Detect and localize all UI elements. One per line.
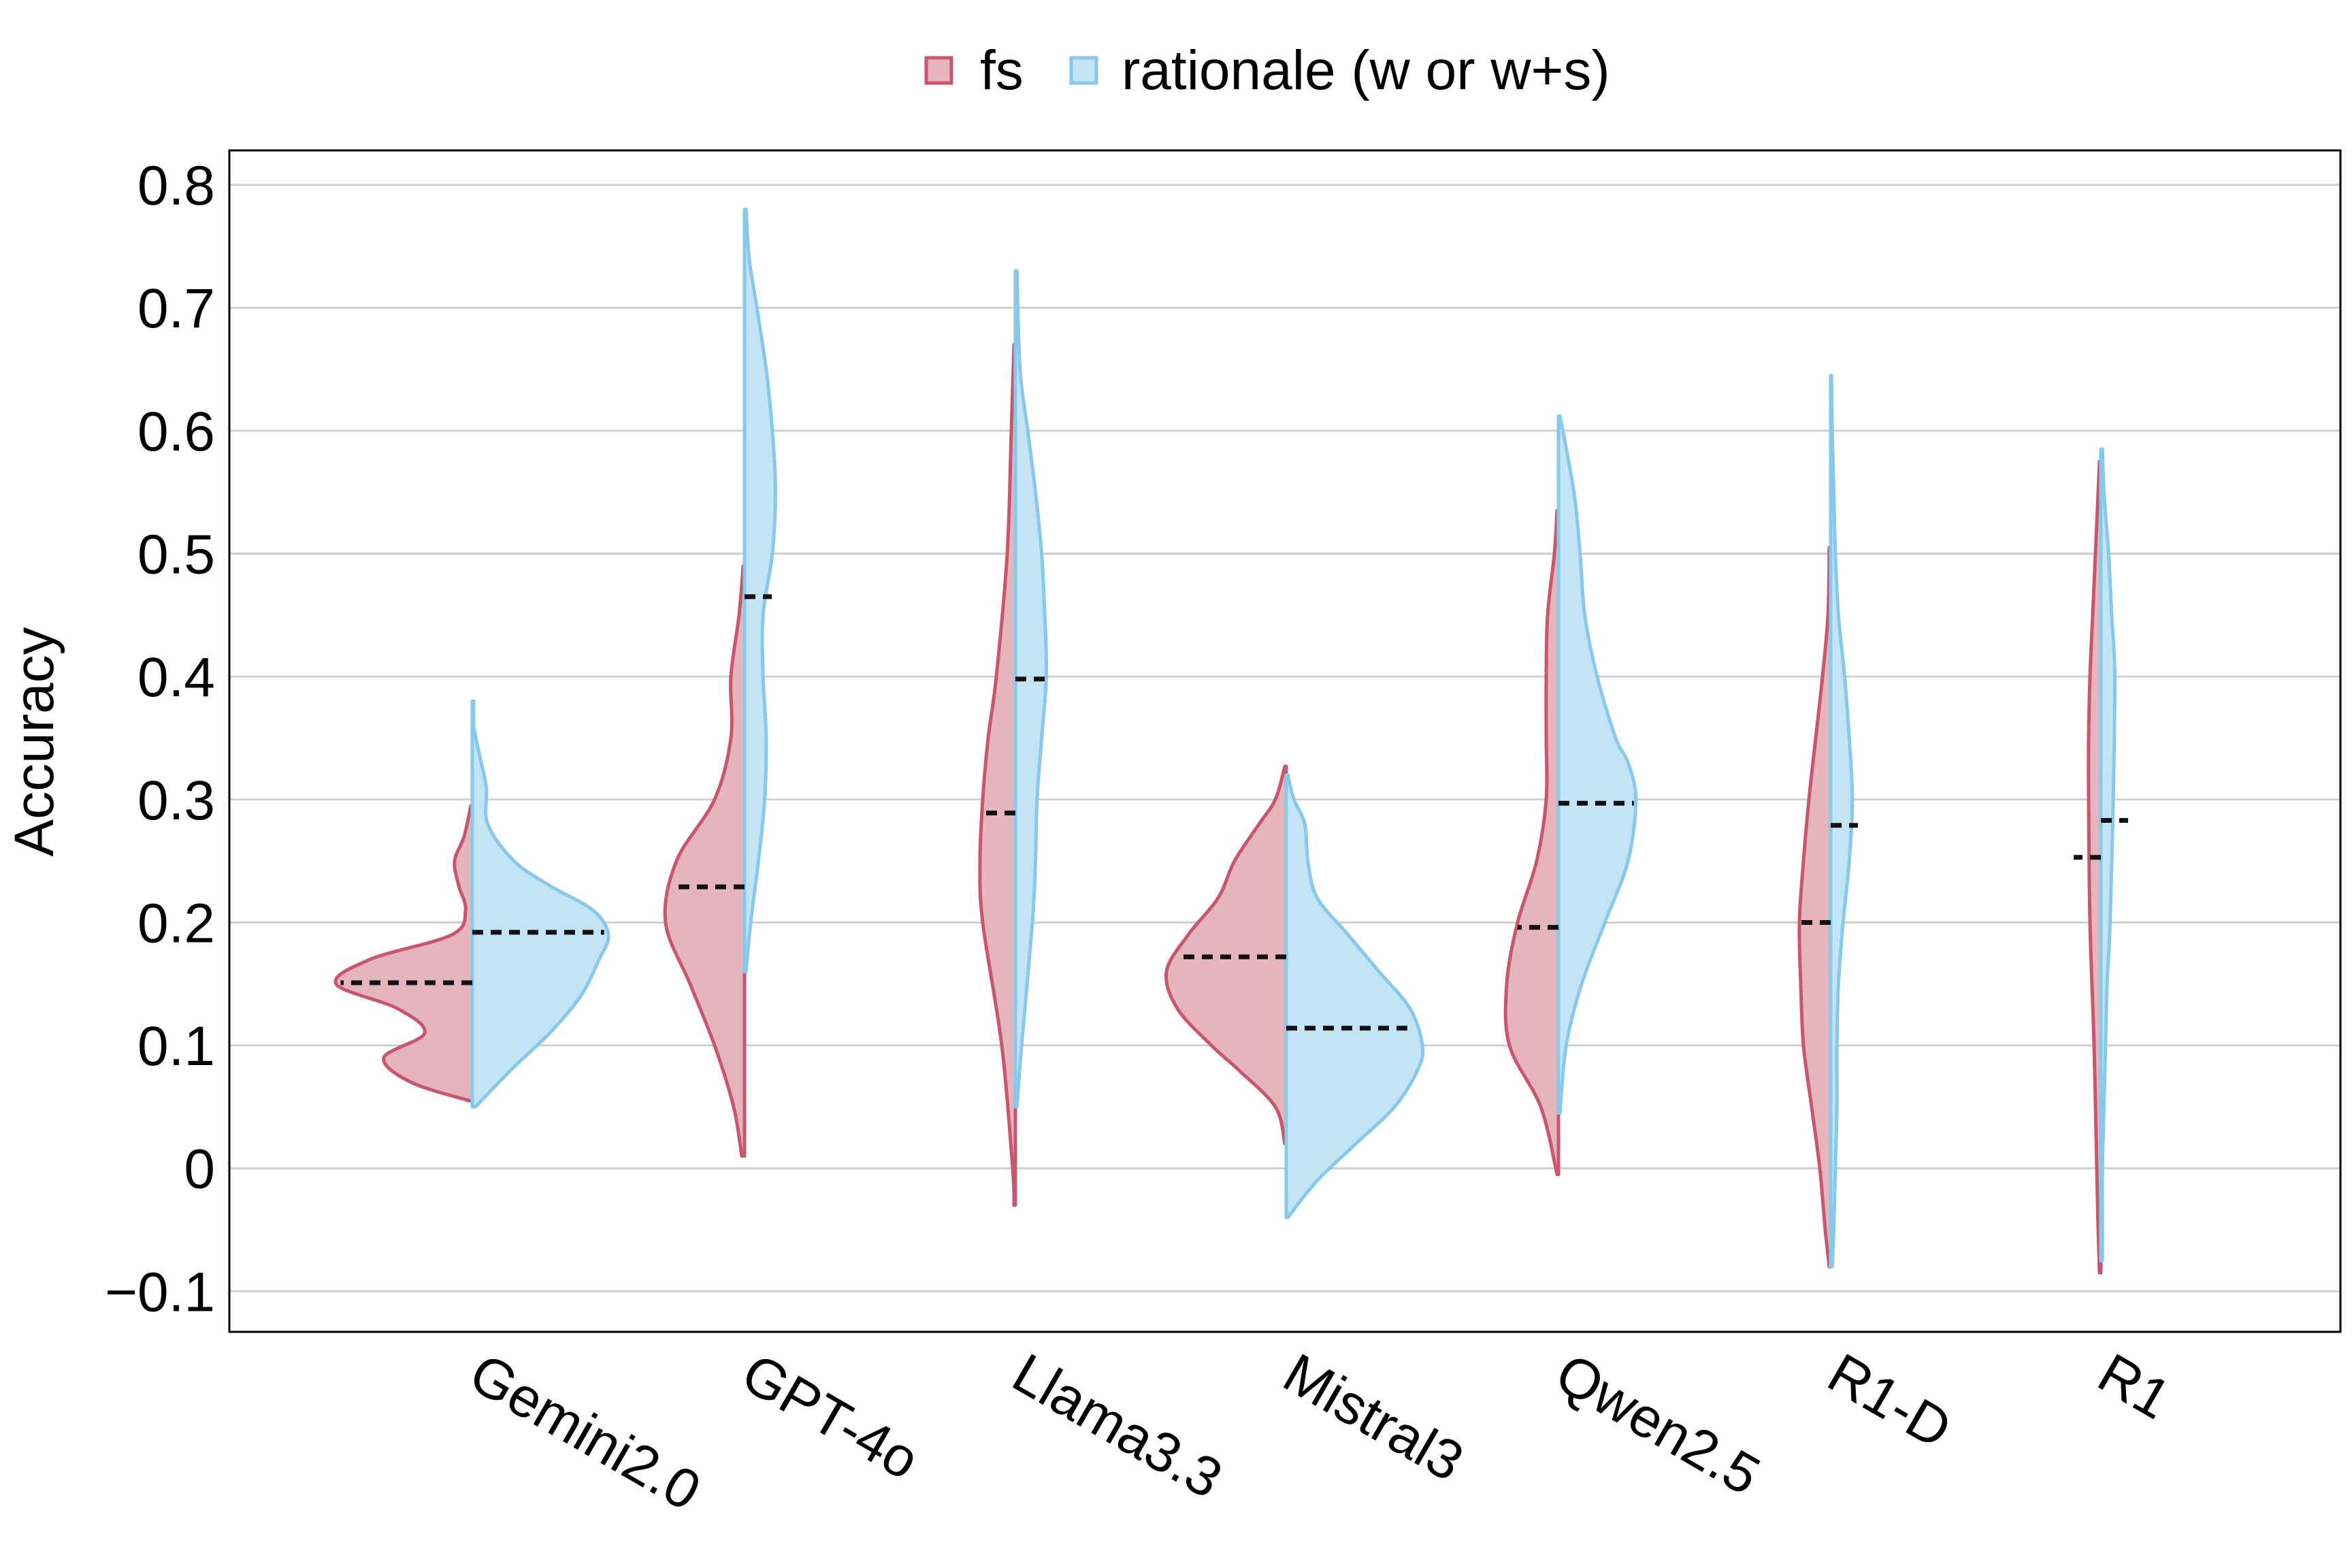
legend-swatch-fs — [924, 56, 953, 85]
violin-rationale-qwen2-5 — [1556, 414, 1638, 1115]
y-tick-labels: −0.1 0 0.1 0.2 0.3 0.4 0.5 0.6 0.7 0.8 — [105, 155, 215, 1324]
violin-fs-llama3-3 — [978, 342, 1017, 1207]
x-tick-label: Llama3.3 — [1002, 1342, 1232, 1510]
violins — [333, 208, 2117, 1275]
violin-fs-qwen2-5 — [1503, 508, 1561, 1177]
violin-fs-gemini2-0 — [333, 804, 474, 1102]
violin-rationale-llama3-3 — [1013, 269, 1049, 1109]
violin-rationale-gpt-4o — [742, 208, 777, 974]
y-tick-label: 0.7 — [137, 278, 215, 340]
y-tick-label: 0.5 — [137, 524, 215, 586]
y-tick-label: 0.1 — [137, 1015, 215, 1077]
violin-fs-r1-d — [1797, 545, 1833, 1269]
violin-rationale-r1-d — [1829, 374, 1855, 1269]
x-tick-label: R1 — [2088, 1342, 2180, 1431]
y-tick-label: 0.2 — [137, 892, 215, 954]
plot-frame — [228, 149, 2342, 1333]
y-tick-label: 0.4 — [137, 647, 215, 708]
violin-rationale-gemini2-0 — [470, 699, 610, 1109]
y-tick-label: 0 — [184, 1139, 215, 1200]
y-tick-label: 0.6 — [137, 401, 215, 463]
x-tick-label: Mistral3 — [1273, 1342, 1473, 1493]
x-tick-label: Qwen2.5 — [1546, 1342, 1770, 1507]
violin-rationale-mistral3 — [1284, 773, 1425, 1220]
x-tick-label: GPT-4o — [732, 1342, 929, 1492]
y-tick-label: 0.8 — [137, 155, 215, 217]
violin-rationale-r1 — [2099, 447, 2117, 1262]
x-tick-label: R1-D — [1818, 1342, 1961, 1460]
y-axis-label: Accuracy — [3, 627, 65, 856]
median-lines — [340, 594, 2128, 1031]
legend: fs rationale (w or w+s) — [924, 39, 1610, 101]
x-tick-label: Gemini2.0 — [459, 1342, 710, 1523]
violin-fs-gpt-4o — [663, 564, 747, 1158]
y-tick-label: 0.3 — [137, 770, 215, 832]
legend-label-rationale: rationale (w or w+s) — [1122, 39, 1610, 101]
legend-swatch-rationale — [1069, 56, 1098, 85]
legend-label-fs: fs — [980, 39, 1024, 101]
y-tick-label: −0.1 — [105, 1261, 215, 1323]
violin-fs-r1 — [2087, 459, 2103, 1275]
x-tick-labels: Gemini2.0 GPT-4o Llama3.3 Mistral3 Qwen2.5 R1… — [459, 1342, 2180, 1523]
